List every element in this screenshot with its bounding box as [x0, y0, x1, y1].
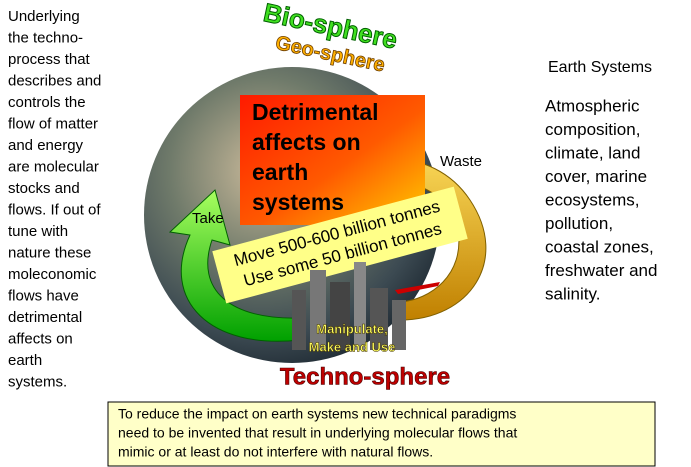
left-text-line: are molecular: [8, 158, 99, 175]
center-box-line: systems: [252, 189, 344, 215]
city-line: Make and Use: [309, 339, 396, 354]
right-text-line: pollution,: [545, 214, 613, 233]
left-text-line: describes and: [8, 72, 101, 89]
left-text-line: process that: [8, 51, 91, 68]
left-text-line: detrimental: [8, 309, 82, 326]
right-text-line: coastal zones,: [545, 237, 654, 256]
left-text-line: earth: [8, 352, 42, 369]
left-text-line: stocks and: [8, 180, 80, 197]
center-box-line: affects on: [252, 129, 361, 155]
right-text-line: Atmospheric: [545, 96, 640, 115]
center-box-line: earth: [252, 159, 308, 185]
left-text-line: nature these: [8, 244, 91, 261]
center-box-line: Detrimental: [252, 99, 379, 125]
left-text-line: tune with: [8, 223, 68, 240]
left-text-line: flow of matter: [8, 115, 98, 132]
left-text-line: controls the: [8, 94, 86, 111]
left-text-line: flows have: [8, 287, 79, 304]
left-text-line: and energy: [8, 137, 84, 154]
right-text-line: composition,: [545, 120, 640, 139]
right-text-line: climate, land: [545, 143, 640, 162]
left-text-line: affects on: [8, 330, 73, 347]
footer-line: To reduce the impact on earth systems ne…: [118, 406, 516, 422]
diagram-page: Bio-sphere Geo-sphere Waste Take Techno-…: [0, 0, 691, 467]
left-text-line: flows. If out of: [8, 201, 101, 218]
left-text-line: moleconomic: [8, 266, 97, 283]
right-text-line: cover, marine: [545, 167, 647, 186]
take-label: Take: [192, 210, 224, 227]
footer-line: need to be invented that result in under…: [118, 425, 517, 441]
left-text-line: Underlying: [8, 8, 80, 25]
techno-sphere: Techno-sphere: [280, 363, 450, 390]
right-text-line: freshwater and: [545, 261, 657, 280]
city-line: Manipulate,: [316, 321, 388, 336]
waste-label: Waste: [440, 153, 482, 170]
right-text-line: salinity.: [545, 284, 600, 303]
left-text-line: systems.: [8, 373, 67, 390]
footer-line: mimic or at least do not interfere with …: [118, 444, 433, 460]
right-text-line: ecosystems,: [545, 190, 639, 209]
right-heading: Earth Systems: [548, 59, 652, 76]
left-text-line: the techno-: [8, 29, 83, 46]
